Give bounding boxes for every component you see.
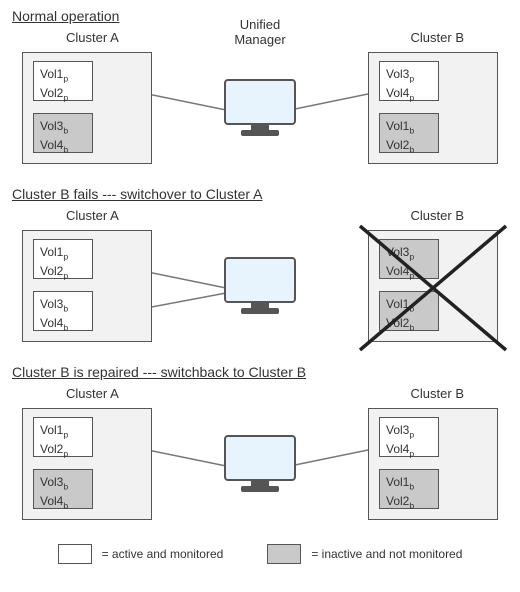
- vol-box-active: Vol1pVol2p: [33, 239, 93, 279]
- diagram-stage: Unified Manager Cluster A Cluster B Vol1…: [12, 30, 508, 180]
- vol-box-inactive: Vol1bVol2b: [379, 113, 439, 153]
- cluster-b-label: Cluster B: [411, 208, 464, 223]
- vol-box-inactive: Vol1bVol2b: [379, 291, 439, 331]
- vol-box-inactive: Vol3bVol4b: [33, 113, 93, 153]
- vol-box-active: Vol1pVol2p: [33, 417, 93, 457]
- legend: = active and monitored = inactive and no…: [12, 544, 508, 564]
- scenario-switchback: Cluster B is repaired --- switchback to …: [12, 364, 508, 536]
- cluster-a-box: Vol1pVol2p Vol3bVol4b: [22, 230, 152, 342]
- vol-box-active: Vol1pVol2p: [33, 61, 93, 101]
- scenario-title: Cluster B fails --- switchover to Cluste…: [12, 186, 508, 202]
- cluster-a-label: Cluster A: [66, 386, 119, 401]
- cluster-b-label: Cluster B: [411, 386, 464, 401]
- cluster-a-box: Vol1pVol2p Vol3bVol4b: [22, 408, 152, 520]
- diagram-stage: Cluster A Cluster B Vol1pVol2p Vol3bVol4…: [12, 208, 508, 358]
- cluster-a-box: Vol1pVol2p Vol3bVol4b: [22, 52, 152, 164]
- monitor-icon: [221, 432, 299, 498]
- legend-swatch-active: [58, 544, 92, 564]
- vol-box-active: Vol3pVol4p: [379, 417, 439, 457]
- cluster-a-label: Cluster A: [66, 208, 119, 223]
- monitor-icon: [221, 254, 299, 320]
- scenario-normal: Normal operation Unified Manager Cluster…: [12, 8, 508, 180]
- legend-inactive-text: = inactive and not monitored: [311, 547, 462, 561]
- vol-box-inactive: Vol3pVol4p: [379, 239, 439, 279]
- cluster-b-label: Cluster B: [411, 30, 464, 45]
- scenario-switchover: Cluster B fails --- switchover to Cluste…: [12, 186, 508, 358]
- cluster-b-box: Vol3pVol4p Vol1bVol2b: [368, 52, 498, 164]
- monitor-icon: [221, 76, 299, 142]
- cluster-a-label: Cluster A: [66, 30, 119, 45]
- cluster-b-box: Vol3pVol4p Vol1bVol2b: [368, 408, 498, 520]
- diagram-stage: Cluster A Cluster B Vol1pVol2p Vol3bVol4…: [12, 386, 508, 536]
- legend-swatch-inactive: [267, 544, 301, 564]
- vol-box-inactive: Vol1bVol2b: [379, 469, 439, 509]
- vol-box-inactive: Vol3bVol4b: [33, 469, 93, 509]
- legend-active-text: = active and monitored: [102, 547, 224, 561]
- vol-box-active: Vol3bVol4b: [33, 291, 93, 331]
- cluster-b-box: Vol3pVol4p Vol1bVol2b: [368, 230, 498, 342]
- scenario-title: Cluster B is repaired --- switchback to …: [12, 364, 508, 380]
- vol-box-active: Vol3pVol4p: [379, 61, 439, 101]
